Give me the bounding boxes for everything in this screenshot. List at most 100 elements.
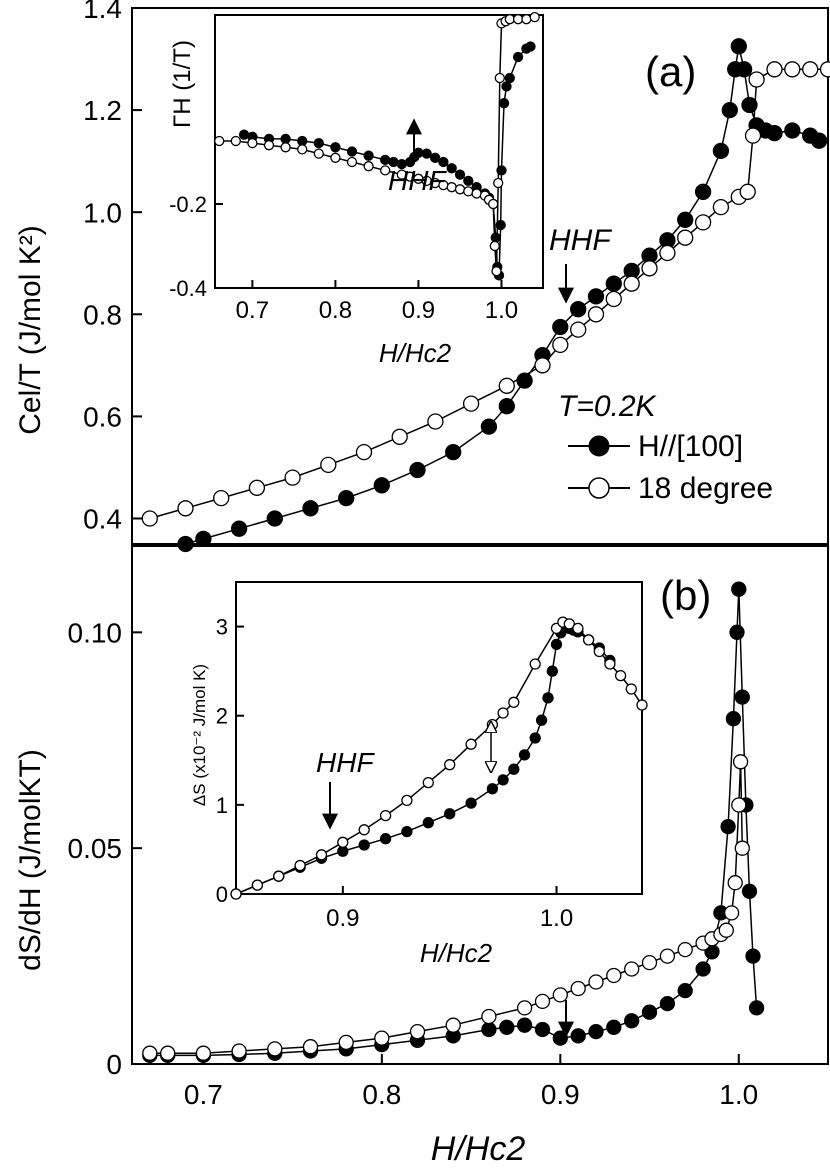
panel-a-inset-point-h100-25 — [490, 232, 501, 243]
panel-a-point-18deg-25 — [748, 71, 765, 88]
panel-a-inset-point-h100-9 — [380, 154, 391, 166]
panel-a-inset-point-h100-18 — [446, 163, 457, 174]
panel-a-point-h100-5 — [338, 489, 355, 507]
panel-a-point-h100-15 — [587, 288, 605, 305]
panel-a-point-h100-27 — [741, 96, 758, 114]
panel-b-point-18deg-27 — [731, 797, 747, 813]
panel-b-point-h100-22 — [695, 961, 711, 977]
panel-a-point-h100-10 — [498, 398, 515, 415]
panel-a-point-18deg-16 — [623, 275, 640, 292]
panel-a-point-h100-1 — [195, 530, 212, 548]
panel-b-ytick-label-2: 0.10 — [68, 617, 123, 648]
panel-b-inset-point-18deg-18 — [563, 618, 575, 630]
panel-b-inset-point-18deg-4 — [315, 849, 328, 861]
panel-a-point-h100-2 — [230, 520, 248, 537]
panel-a-inset-ytick-label-0: -0.4 — [169, 276, 207, 301]
panel-b-y-label: dS/dH (J/molKT) — [14, 749, 47, 971]
panel-a-inset-point-18deg-0 — [214, 135, 225, 147]
panel-a-point-h100-14 — [570, 301, 587, 318]
panel-a-inset-point-h100-32 — [504, 72, 515, 84]
panel-a-point-h100-31 — [784, 122, 801, 139]
panel-b-point-h100-21 — [677, 982, 693, 999]
panel-a-inset: 0.7 0.8 0.9 1.0 -0.4 -0.2 H/Hc2 ΓH (1/T) HHF — [169, 11, 544, 368]
panel-b-inset-point-18deg-2 — [273, 870, 285, 882]
panel-b-inset-ytick-label-1: 1 — [216, 793, 228, 818]
panel-a-inset-point-18deg-31 — [512, 14, 524, 25]
panel-b-point-h100-17 — [606, 1019, 622, 1035]
panel-a-point-18deg-26 — [766, 61, 783, 78]
panel-b-series-line-h100 — [149, 589, 758, 1057]
panel-a-ytick-label-3: 1.0 — [83, 197, 122, 228]
panel-b-point-h100-18 — [624, 1013, 640, 1029]
panel-b-inset-point-18deg-1 — [251, 879, 264, 891]
panel-b-point-18deg-20 — [677, 941, 693, 958]
panel-b-inset-hhf-label: HHF — [316, 747, 375, 778]
panel-b-inset-ytick-label-2: 2 — [216, 704, 228, 729]
panel-a-ytick-label-4: 1.2 — [83, 95, 122, 126]
panel-a-point-18deg-21 — [712, 198, 730, 216]
panel-b-inset-point-h100-19 — [546, 665, 558, 677]
panel-b-inset-point-h100-10 — [444, 808, 456, 820]
panel-b-inset-xtick-label-0: 0.9 — [326, 905, 359, 932]
panel-a-legend: T=0.2K H//[100] 18 degree — [558, 390, 773, 505]
panel-b-inset-point-18deg-12 — [486, 718, 499, 731]
panel-a-inset-point-18deg-18 — [454, 184, 466, 195]
panel-a-point-18deg-28 — [802, 61, 819, 78]
panel-b-point-18deg-14 — [570, 980, 586, 997]
panel-b-point-18deg-8 — [409, 1023, 426, 1040]
panel-b-x-axis: 0.7 0.8 0.9 1.0 — [184, 1054, 758, 1110]
panel-a-inset-point-h100-35 — [525, 41, 536, 52]
panel-b: 0.7 0.8 0.9 1.0 0 0.05 0.10 (b) dS/dH (J/molK… — [14, 545, 829, 1168]
panel-a-inset-x-axis: 0.7 0.8 0.9 1.0 — [236, 280, 518, 324]
panel-b-point-h100-28 — [731, 581, 747, 597]
panel-a-point-18deg-15 — [605, 290, 622, 308]
panel-a-series-line-h100 — [185, 46, 820, 545]
panel-a-point-18deg-23 — [739, 183, 756, 200]
panel-b-point-18deg-11 — [516, 1000, 533, 1016]
panel-a-point-18deg-19 — [677, 229, 694, 246]
panel-b-point-h100-16 — [588, 1023, 604, 1040]
legend-title: T=0.2K — [558, 390, 658, 423]
panel-a-inset-point-18deg-19 — [463, 186, 474, 197]
panel-a-inset-point-18deg-8 — [346, 156, 358, 168]
panel-a-point-h100-20 — [677, 211, 694, 228]
panel-a-point-h100-7 — [409, 461, 426, 479]
panel-a-point-h100-9 — [480, 418, 498, 435]
panel-b-point-18deg-25 — [723, 905, 740, 921]
panel-a-point-18deg-20 — [694, 214, 712, 231]
panel-b-point-18deg-15 — [588, 974, 604, 990]
panel-a-point-18deg-5 — [320, 456, 337, 474]
panel-a-frame — [131, 7, 829, 545]
panel-b-ytick-label-1: 0.05 — [68, 833, 123, 864]
panel-b-inset-ytick-label-0: 0 — [216, 882, 228, 907]
panel-a-inset-point-h100-31 — [501, 81, 512, 92]
panel-a-point-18deg-24 — [744, 127, 762, 144]
panel-b-inset-point-18deg-21 — [593, 645, 605, 658]
panel-a-point-h100-16 — [605, 275, 622, 292]
panel-a-point-18deg-8 — [427, 413, 444, 430]
panel-b-inset-point-18deg-14 — [508, 696, 520, 708]
panel-b-point-18deg-19 — [659, 948, 676, 964]
panel-b-inset-point-h100-12 — [486, 783, 499, 795]
panel-a-inset-point-h100-4 — [297, 135, 308, 147]
panel-b-inset-point-h100-15 — [518, 749, 531, 761]
panel-a-point-18deg-12 — [552, 336, 569, 354]
panel-b-point-h100-29 — [734, 689, 750, 705]
panel-a-point-18deg-13 — [570, 321, 587, 338]
panel-a-hhf-label: HHF — [549, 224, 612, 257]
panel-b-point-h100-13 — [534, 1021, 551, 1038]
panel-b-inset-point-18deg-15 — [529, 658, 541, 670]
panel-a-point-h100-30 — [766, 124, 783, 142]
panel-b-inset: 0.9 1.0 0 1 2 3 H/Hc2 ΔS (x10⁻² J/mol K) HHF — [190, 581, 648, 968]
panel-b-inset-point-h100-8 — [401, 825, 413, 838]
panel-a-point-18deg-7 — [391, 428, 408, 445]
panel-a-point-h100-26 — [735, 61, 753, 78]
panel-a-point-h100-22 — [712, 142, 730, 160]
panel-a-inset-point-18deg-9 — [363, 161, 374, 172]
panel-b-point-18deg-10 — [481, 1008, 497, 1025]
panel-b-inset-point-18deg-0 — [230, 888, 242, 900]
panel-a-point-18deg-3 — [248, 479, 266, 496]
legend-marker-open — [588, 477, 610, 499]
panel-a-inset-point-18deg-24 — [489, 240, 500, 252]
panel-a-point-18deg-6 — [355, 443, 373, 461]
